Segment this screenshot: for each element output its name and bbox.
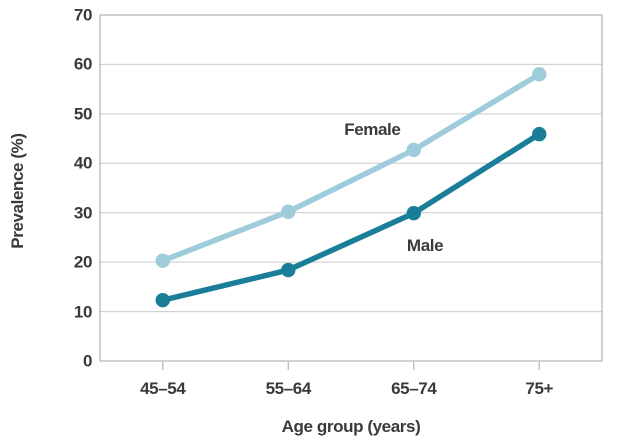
marker-male-2 — [406, 206, 421, 221]
marker-male-1 — [281, 262, 296, 278]
line-female — [160, 71, 542, 264]
marker-female-0 — [155, 253, 170, 268]
xtick-label-3: 75+ — [525, 379, 554, 398]
series-label-male: Male — [406, 235, 444, 255]
ytick-label-70: 70 — [73, 5, 93, 25]
ytick-label-50: 50 — [73, 104, 93, 124]
xtick-label-2: 65–74 — [391, 379, 437, 398]
marker-female-2 — [406, 142, 421, 158]
line-male — [160, 131, 542, 303]
ytick-label-60: 60 — [73, 54, 93, 74]
xtick-label-0: 45–54 — [140, 379, 186, 398]
plot-border — [99, 14, 603, 362]
ytick-label-10: 10 — [73, 302, 93, 322]
ytick-label-20: 20 — [73, 252, 93, 272]
y-axis-title: Prevalence (%) — [8, 133, 27, 249]
series-label-female: Female — [344, 120, 401, 140]
x-axis-title: Age group (years) — [281, 417, 421, 436]
xtick-label-1: 55–64 — [265, 379, 312, 398]
marker-female-1 — [281, 204, 296, 219]
marker-male-0 — [155, 293, 170, 308]
ytick-label-30: 30 — [73, 203, 93, 223]
marker-male-3 — [532, 126, 547, 142]
ytick-label-0: 0 — [82, 351, 92, 371]
marker-female-3 — [532, 67, 547, 82]
ytick-label-40: 40 — [73, 153, 93, 173]
